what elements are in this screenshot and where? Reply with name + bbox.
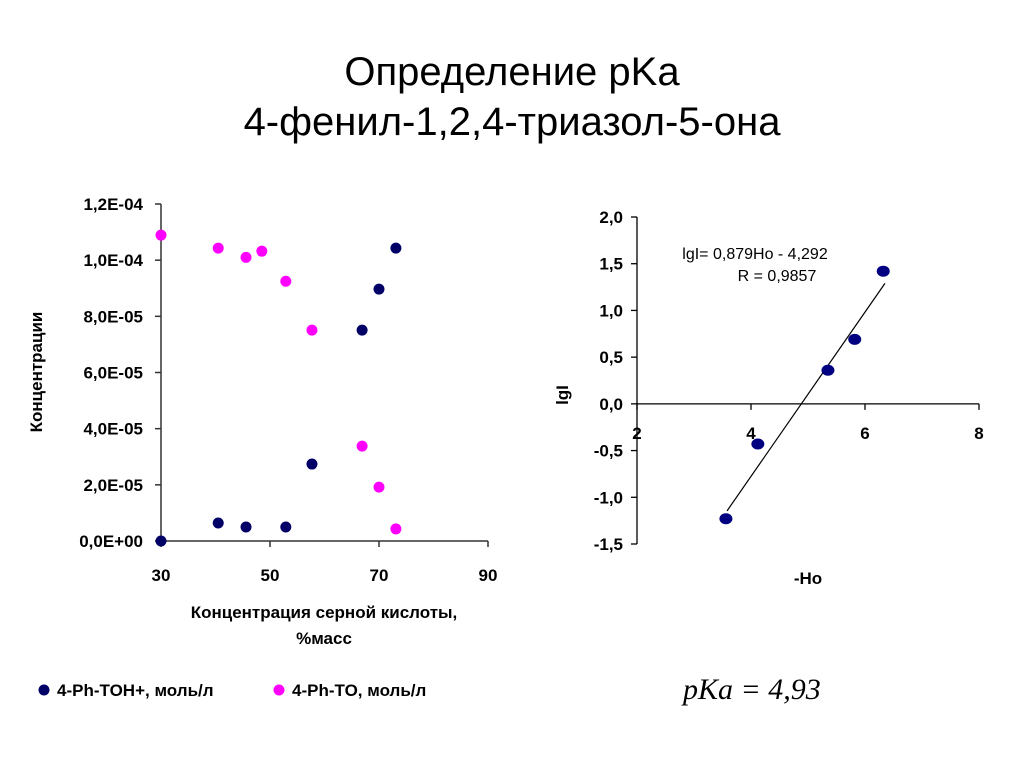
right-x-tick-label: 2 [632,424,641,443]
right-y-tick-label: 0,5 [599,348,623,367]
right-y-tick-label: 0,0 [599,395,623,414]
left-ylabel: Концентрации [27,312,46,433]
left-x-tick-label: 70 [370,566,389,585]
right-y-tick-label: 1,0 [599,301,623,320]
left-y-tick-label: 0,0E+00 [79,532,143,551]
left-y-tick-label: 8,0E-05 [83,307,143,326]
legend-marker-to [273,684,285,696]
pka-result: pKa = 4,93 [681,673,821,706]
point-toh [356,324,368,336]
left-xlabel-line2: %масс [296,629,352,648]
left-y-tick-label: 6,0E-05 [83,364,143,383]
legend-label-toh: 4-Ph-TOH+, моль/л [57,681,214,700]
correlation-coefficient: R = 0,9857 [738,268,817,285]
right-y-tick-label: -0,5 [594,442,623,461]
right-x-tick-label: 4 [746,424,756,443]
point-toh [306,458,318,470]
point-toh [390,242,402,254]
point-toh [212,517,224,529]
concentration-chart: 0,0E+00 2,0E-05 4,0E-05 6,0E-05 8,0E-05 1,0E-… [79,195,497,585]
slide-title-line2: 4-фенил-1,2,4-триазол-5-она [243,100,781,144]
point-to [373,481,385,493]
point-toh [373,283,385,295]
point-toh [240,521,252,533]
point-to [306,324,318,336]
point-to [356,440,368,452]
right-x-tick-label: 8 [974,424,983,443]
left-y-tick-label: 2,0E-05 [83,476,143,495]
right-y-tick-label: 2,0 [599,208,623,227]
data-point [821,364,835,376]
right-ylabel: lgI [553,385,572,405]
point-to [155,229,167,241]
left-x-tick-label: 50 [261,566,280,585]
right-y-tick-label: -1,5 [594,535,623,554]
right-y-tick-label: -1,0 [594,488,623,507]
right-y-tick-label: 1,5 [599,255,623,274]
left-x-tick-label: 30 [152,566,171,585]
data-point [751,438,765,450]
left-y-tick-label: 1,2E-04 [83,195,143,214]
trendline [726,283,886,512]
right-x-tick-label: 6 [860,424,869,443]
regression-equation: lgI= 0,879Ho - 4,292 [682,246,828,263]
point-to [390,523,402,535]
data-point [719,513,733,525]
left-x-tick-label: 90 [479,566,498,585]
point-to [240,251,252,263]
data-point [848,333,862,345]
left-y-tick-label: 1,0E-04 [83,251,143,270]
data-point [876,265,890,277]
lgi-chart: -1,5 -1,0 -0,5 0,0 0,5 1,0 1,5 2,0 2 4 6 8 [594,208,984,554]
legend-marker-toh [38,684,50,696]
right-xlabel: -Ho [794,569,822,588]
legend-label-to: 4-Ph-TO, моль/л [292,681,426,700]
point-to [256,245,268,257]
left-y-tick-label: 4,0E-05 [83,420,143,439]
point-to [280,275,292,287]
left-xlabel-line1: Концентрация серной кислоты, [191,603,458,622]
slide-title-line1: Определение pKa [344,50,680,94]
point-toh [280,521,292,533]
point-to [212,242,224,254]
point-toh [155,535,167,547]
